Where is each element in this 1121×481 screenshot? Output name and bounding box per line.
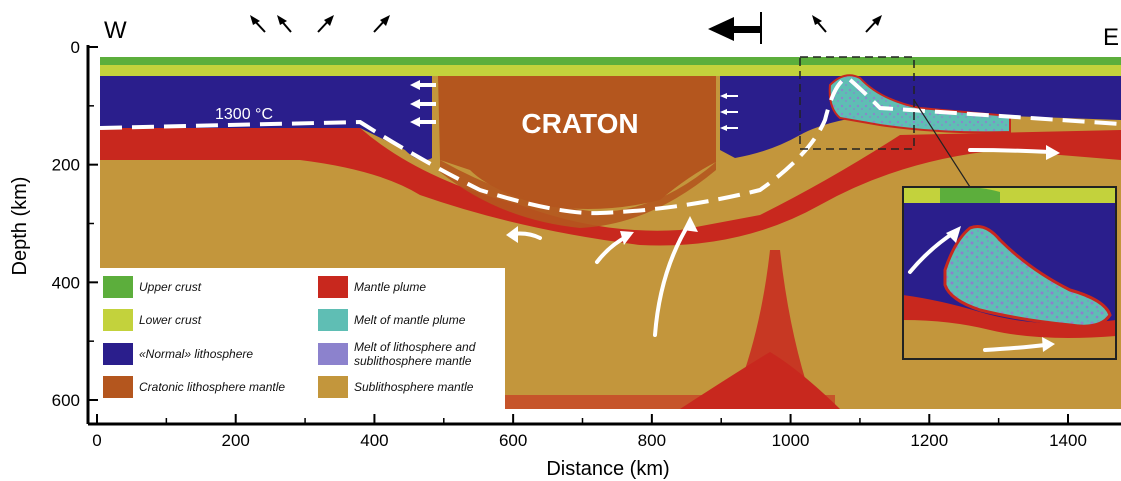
normal-lithosphere-east [720, 76, 1121, 158]
legend-label: Melt of mantle plume [354, 313, 466, 327]
flow-arrow-up-central [653, 220, 692, 337]
legend-item: Melt of lithosphere and sublithosphere ma… [318, 340, 476, 368]
flow-arrow-east [968, 148, 1052, 154]
legend-background [100, 268, 505, 409]
flow-arrowheads [506, 145, 1060, 245]
zoom-region-box [799, 56, 915, 150]
legend-swatch [103, 309, 133, 331]
y-tick-label: 0 [71, 38, 80, 57]
legend-item: «Normal» lithosphere [103, 343, 253, 365]
axes: 0 200 400 600 0 200 400 600 800 1000 1200 1400 Dis… [9, 38, 1121, 480]
zoom-inset [902, 186, 1117, 360]
upper-crust-layer [100, 57, 1121, 65]
inset-flow-arrowhead-up [946, 226, 961, 243]
legend-swatch [318, 343, 348, 365]
x-tick-label: 200 [222, 431, 250, 450]
y-tick-label: 600 [52, 391, 80, 410]
legend-swatch [103, 343, 133, 365]
legend-item: Mantle plume [318, 276, 426, 298]
isotherm-1300-line [99, 75, 1121, 216]
cratonic-lithosphere-keel [440, 160, 716, 228]
x-tick-label: 0 [92, 431, 101, 450]
legend-item: Melt of mantle plume [318, 309, 466, 331]
legend-swatch [318, 276, 348, 298]
surface-arrowheads [250, 15, 882, 26]
y-tick-label: 200 [52, 156, 80, 175]
plume-head-layer [100, 128, 1121, 246]
x-tick-label: 400 [360, 431, 388, 450]
inset-frame [902, 186, 1117, 360]
legend-label: Upper crust [139, 280, 202, 294]
inset-upper-crust [940, 186, 1000, 203]
legend-label: Cratonic lithosphere mantle [139, 380, 285, 394]
push-arrows-east [720, 93, 738, 131]
inset-lower-crust [903, 187, 1116, 203]
legend-swatch [318, 376, 348, 398]
lower-crust-layer [100, 63, 1121, 76]
x-tick-label: 1400 [1049, 431, 1087, 450]
legend-item: Cratonic lithosphere mantle [103, 376, 285, 398]
normal-lithosphere-west [100, 76, 432, 161]
x-ticks: 0 200 400 600 800 1000 1200 1400 [92, 414, 1087, 450]
y-axis-label: Depth (km) [9, 177, 31, 276]
inset-melt-of-mantle-plume [943, 225, 1112, 328]
inset-flow-arrow-east [983, 343, 1047, 352]
push-arrows-west [410, 80, 436, 127]
inset-flow-arrowhead-east [1042, 337, 1055, 352]
isotherm-label: 1300 °C [215, 106, 273, 123]
west-label: W [104, 17, 127, 44]
legend-label: Lower crust [139, 313, 202, 327]
legend-item: Lower crust [103, 309, 202, 331]
x-tick-label: 1000 [772, 431, 810, 450]
craton-label: CRATON [521, 108, 638, 139]
legend-item: Sublithosphere mantle [318, 376, 474, 398]
legend-swatch [103, 376, 133, 398]
legend-item: Upper crust [103, 276, 202, 298]
cratonic-lithosphere [438, 76, 716, 209]
x-axis-label: Distance (km) [546, 458, 669, 480]
legend-label: Mantle plume [354, 280, 426, 294]
legend-label: «Normal» lithosphere [139, 347, 253, 361]
y-tick-label: 400 [52, 273, 80, 292]
x-tick-label: 800 [638, 431, 666, 450]
legend-label: Sublithosphere mantle [354, 380, 474, 394]
legend-label: Melt of lithosphere and sublithosphere ma… [354, 340, 476, 368]
legend: Upper crust Mantle plume Lower crust Melt o… [100, 268, 505, 409]
plume-base [680, 352, 840, 409]
y-ticks: 0 200 400 600 [52, 38, 98, 410]
x-tick-label: 1200 [910, 431, 948, 450]
inset-plume-layer [903, 295, 1116, 338]
legend-swatch [103, 276, 133, 298]
legend-swatch [318, 309, 348, 331]
surface-motion-arrows [251, 17, 880, 33]
melt-of-mantle-plume [828, 74, 1011, 134]
x-tick-label: 600 [499, 431, 527, 450]
plate-motion-arrow [708, 12, 762, 44]
east-label: E [1103, 24, 1119, 51]
zoom-connector-line [913, 99, 971, 188]
